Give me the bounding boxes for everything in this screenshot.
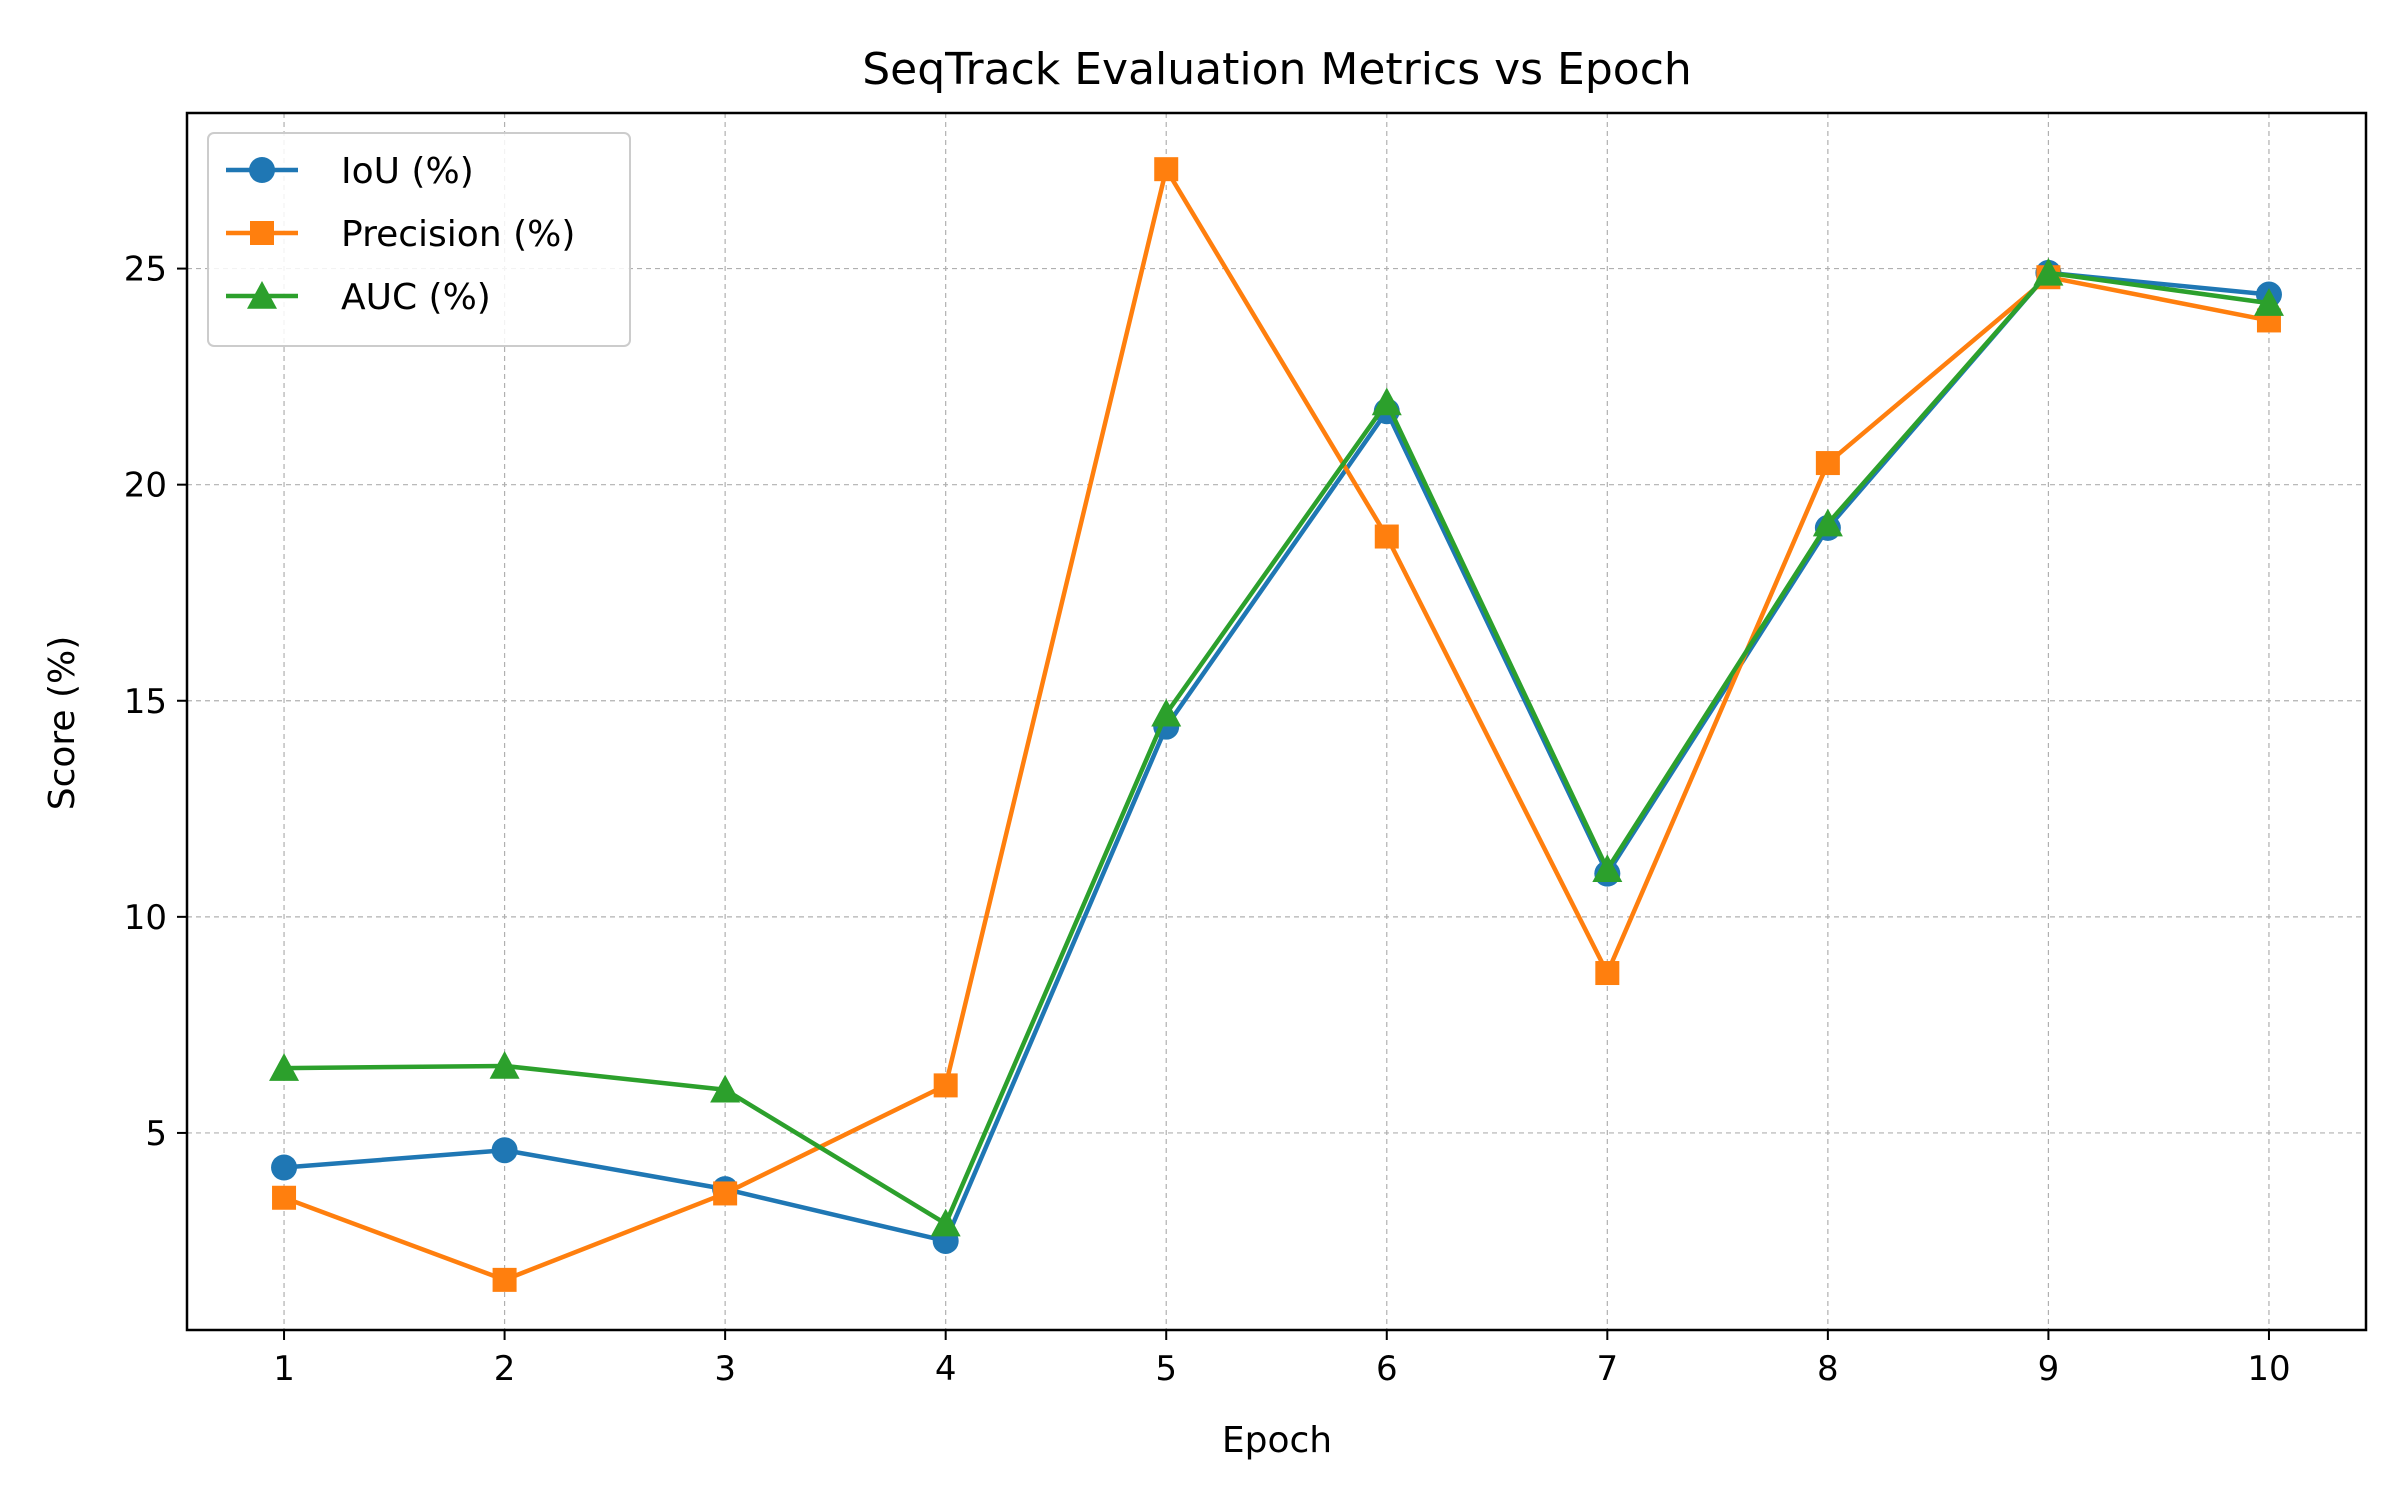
x-tick-label: 9 xyxy=(2038,1349,2060,1389)
precision-marker xyxy=(933,1073,958,1098)
auc-series xyxy=(269,257,2284,1237)
legend-entry-precision: Precision (%) xyxy=(226,214,575,255)
auc-marker xyxy=(1371,387,1402,416)
precision-marker xyxy=(492,1267,517,1292)
precision-marker xyxy=(1154,157,1179,182)
x-axis-label: Epoch xyxy=(1222,1420,1332,1461)
legend-entry-iou: IoU (%) xyxy=(226,151,474,192)
x-tick-label: 7 xyxy=(1596,1349,1618,1389)
x-tick-label: 10 xyxy=(2247,1349,2290,1389)
auc-marker xyxy=(2033,257,2064,286)
precision-marker xyxy=(1374,524,1399,549)
x-tick-label: 4 xyxy=(935,1349,957,1389)
auc-marker xyxy=(2253,288,2284,316)
auc-marker xyxy=(930,1208,961,1237)
x-axis: 1 2 3 4 5 6 7 8 9 10 xyxy=(273,1330,2291,1389)
auc-marker xyxy=(710,1074,741,1103)
iou-marker xyxy=(271,1154,298,1181)
chart-title: SeqTrack Evaluation Metrics vs Epoch xyxy=(862,44,1692,95)
legend-label: AUC (%) xyxy=(341,277,491,318)
auc-marker xyxy=(1812,508,1843,537)
x-tick-label: 2 xyxy=(494,1349,516,1389)
precision-series xyxy=(272,157,2281,1292)
auc-marker xyxy=(1592,854,1623,883)
iou-marker xyxy=(491,1137,518,1164)
x-tick-label: 1 xyxy=(273,1349,295,1389)
y-tick-label: 25 xyxy=(124,250,167,290)
auc-line xyxy=(284,270,2270,1226)
legend-label: IoU (%) xyxy=(341,151,474,192)
x-tick-label: 8 xyxy=(1817,1349,1839,1389)
x-tick-label: 6 xyxy=(1376,1349,1398,1389)
plot-area-frame xyxy=(185,111,2368,1332)
precision-marker xyxy=(1595,961,1620,986)
precision-marker xyxy=(713,1181,738,1206)
y-tick-label: 20 xyxy=(124,466,167,506)
y-tick-label: 10 xyxy=(124,898,167,938)
y-axis-label: Score (%) xyxy=(42,636,83,811)
y-tick-label: 5 xyxy=(145,1114,167,1154)
precision-marker xyxy=(1815,451,1840,476)
legend: IoU (%) Precision (%) AUC (%) xyxy=(207,132,631,347)
auc-marker xyxy=(1151,698,1182,727)
x-tick-label: 3 xyxy=(714,1349,736,1389)
precision-marker xyxy=(272,1185,297,1210)
legend-auc-marker xyxy=(247,281,277,309)
legend-iou-marker xyxy=(249,157,275,183)
legend-label: Precision (%) xyxy=(341,214,575,255)
y-tick-label: 15 xyxy=(124,682,167,722)
precision-line xyxy=(283,166,2270,1283)
auc-marker xyxy=(489,1050,520,1079)
legend-precision-marker xyxy=(250,221,274,245)
legend-frame xyxy=(207,132,631,347)
auc-marker xyxy=(269,1053,300,1081)
legend-entry-auc: AUC (%) xyxy=(226,277,491,318)
x-tick-label: 5 xyxy=(1155,1349,1177,1389)
series-layer xyxy=(269,157,2284,1292)
y-axis: 5 10 15 20 25 xyxy=(124,250,187,1154)
